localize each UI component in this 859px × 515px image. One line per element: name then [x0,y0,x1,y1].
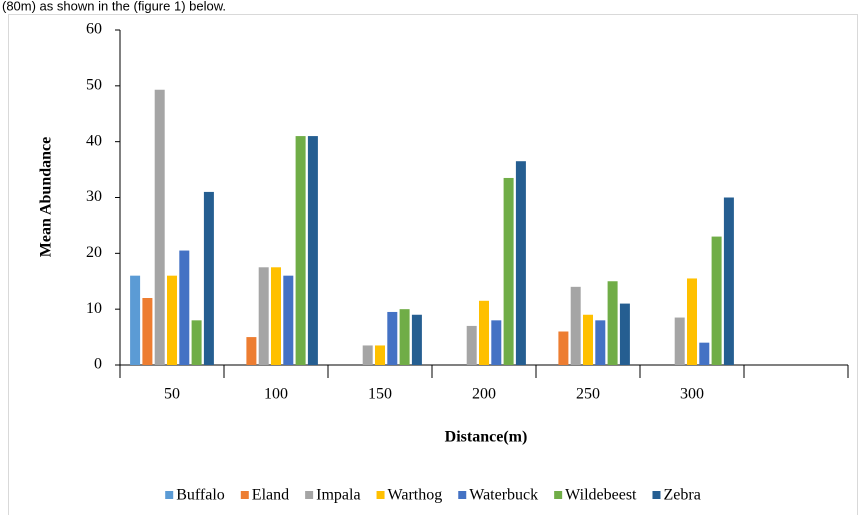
y-tick-label: 20 [86,244,102,261]
bar [479,300,489,365]
legend-swatch [376,491,385,499]
bar [387,311,398,365]
x-tick-label: 50 [164,386,180,403]
bar [699,342,710,365]
legend-label: Waterbuck [469,487,538,504]
bar [687,278,697,365]
bar [515,161,526,365]
y-tick-label: 30 [86,188,102,205]
x-tick-label: 250 [576,386,600,403]
legend-label: Buffalo [176,487,225,504]
bar [203,191,214,365]
legend-swatch [554,491,563,499]
bar [491,320,502,365]
x-tick-label: 100 [264,386,288,403]
bar [167,275,177,365]
y-tick-label: 50 [86,77,102,94]
legend-label: Eland [252,487,289,504]
bar [154,89,165,365]
y-tick-label: 0 [94,356,102,373]
header-text: (80m) as shown in the (figure 1) below. [2,0,226,13]
y-tick-label: 60 [86,21,102,38]
bar [723,197,734,365]
bar [307,136,318,365]
bar [399,309,410,365]
bar [283,275,294,365]
legend-swatch [458,491,467,499]
legend-swatch [305,491,314,499]
bar [142,298,153,365]
bar [375,345,385,365]
y-tick-label: 10 [86,300,102,317]
bar [258,267,269,365]
y-tick-label: 40 [86,132,102,149]
bar [583,314,593,365]
bar [619,303,630,365]
y-axis-title: Mean Abundance [38,137,55,257]
chart-frame [8,14,858,515]
legend-swatch [652,491,661,499]
legend-swatch [240,491,249,499]
bar [271,267,281,365]
bar [607,281,618,365]
legend-swatch [165,491,174,499]
bar [503,177,514,365]
bar [558,331,569,365]
bar [595,320,606,365]
legend-label: Wildebeest [565,487,637,504]
legend-label: Zebra [663,487,700,504]
bar [466,325,477,365]
bar [246,337,257,365]
bar [411,314,422,365]
bar [674,317,685,365]
bar [295,136,306,365]
bar [362,345,373,365]
bar [570,286,581,365]
x-tick-label: 150 [368,386,392,403]
legend-label: Warthog [388,487,443,504]
bar [711,236,722,365]
x-tick-label: 200 [472,386,496,403]
legend-label: Impala [316,487,360,504]
bar [130,275,141,365]
x-tick-label: 300 [680,386,704,403]
bar [179,250,190,365]
x-axis-title: Distance(m) [445,429,528,446]
bar [191,320,202,365]
